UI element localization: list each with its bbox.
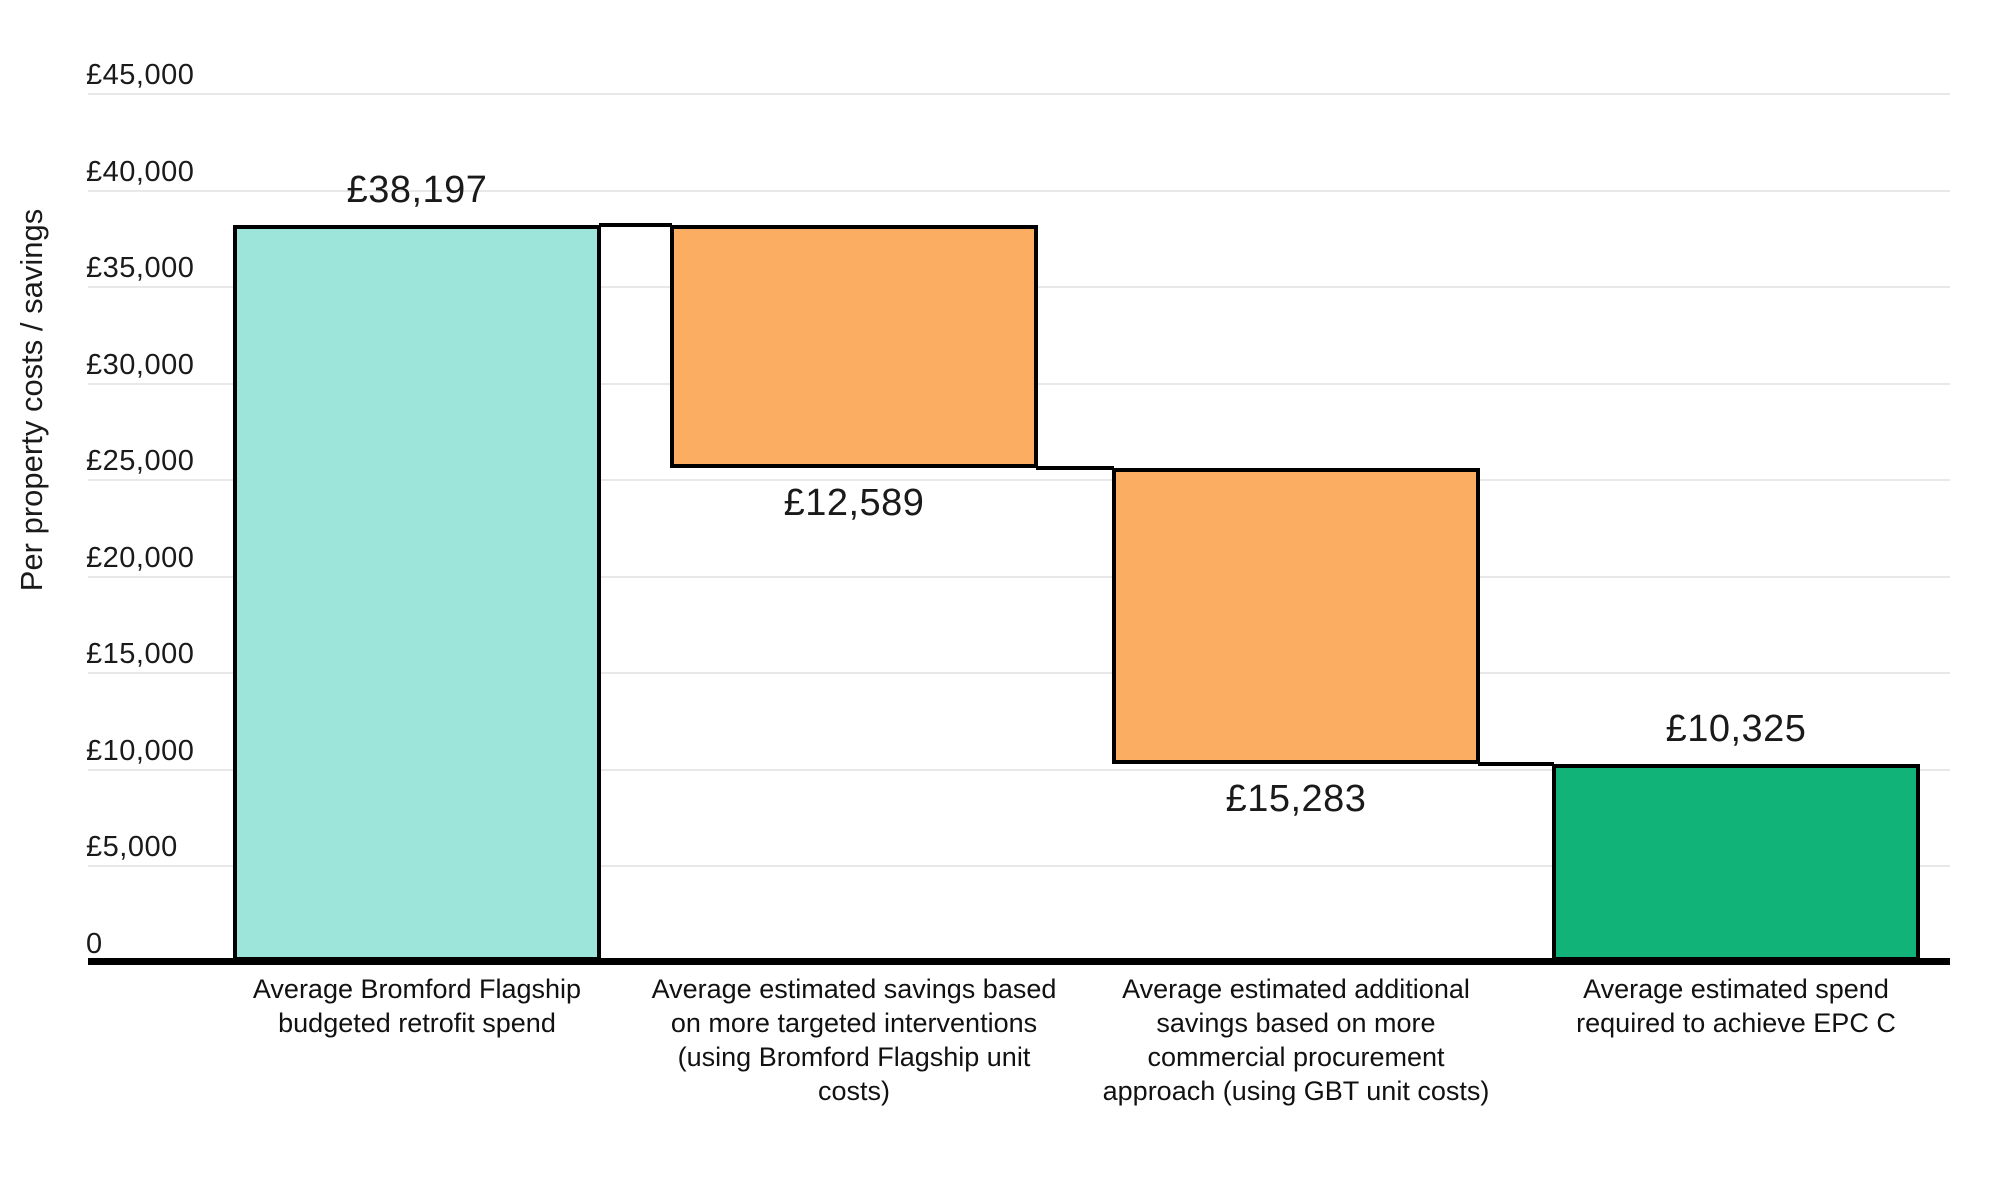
y-tick-label: £10,000 xyxy=(86,734,195,767)
category-label: Average estimated savings based on more t… xyxy=(634,972,1074,1108)
category-label-line: costs) xyxy=(817,1076,890,1106)
category-label-line: (using Bromford Flagship unit xyxy=(677,1042,1031,1072)
gridline xyxy=(88,672,1950,675)
y-tick-label: £40,000 xyxy=(86,155,195,188)
category-label-line: Average estimated spend xyxy=(1583,974,1889,1004)
y-tick-label: £5,000 xyxy=(86,831,178,864)
gridline xyxy=(88,768,1950,771)
y-tick-label: £35,000 xyxy=(86,252,195,285)
value-label: £38,197 xyxy=(346,169,488,212)
category-label-line: Average Bromford Flagship xyxy=(252,974,582,1004)
category-label-line: Average estimated additional xyxy=(1122,974,1470,1004)
gridline xyxy=(88,479,1950,482)
y-tick-label: £20,000 xyxy=(86,541,195,574)
bar-initial_total xyxy=(233,225,601,961)
y-tick-label: £25,000 xyxy=(86,445,195,478)
bar-decrease xyxy=(1112,468,1480,764)
category-label-line: approach (using GBT unit costs) xyxy=(1102,1076,1490,1106)
bar-decrease xyxy=(670,225,1038,469)
value-label: £10,325 xyxy=(1665,707,1807,750)
bar-final_total xyxy=(1552,763,1920,961)
category-label: Average Bromford Flagship budgeted retrof… xyxy=(197,972,637,1040)
category-label-line: savings based on more xyxy=(1156,1008,1436,1038)
category-label-line: budgeted retrofit spend xyxy=(278,1008,556,1038)
category-label: Average estimated additional savings base… xyxy=(1076,972,1516,1108)
gridline xyxy=(88,575,1950,578)
connector-line xyxy=(599,223,672,228)
gridline xyxy=(88,865,1950,868)
category-label-line: on more targeted interventions xyxy=(670,1008,1038,1038)
gridline xyxy=(88,189,1950,192)
y-tick-label: £15,000 xyxy=(86,638,195,671)
connector-line xyxy=(1036,466,1114,471)
y-tick-label: 0 xyxy=(86,928,103,960)
category-label-line: commercial procurement xyxy=(1147,1042,1445,1072)
y-axis-title-text: Per property costs / savings xyxy=(14,208,49,592)
value-label: £12,589 xyxy=(783,482,925,525)
gridline xyxy=(88,93,1950,95)
connector-line xyxy=(1478,761,1554,766)
category-label-line: required to achieve EPC C xyxy=(1576,1008,1896,1038)
y-tick-label: £30,000 xyxy=(86,348,195,381)
category-label: Average estimated spend required to achie… xyxy=(1516,972,1956,1040)
y-tick-label: £45,000 xyxy=(86,59,195,91)
value-label: £15,283 xyxy=(1225,777,1367,820)
x-axis-line xyxy=(88,958,1950,965)
category-label-line: Average estimated savings based xyxy=(651,974,1057,1004)
